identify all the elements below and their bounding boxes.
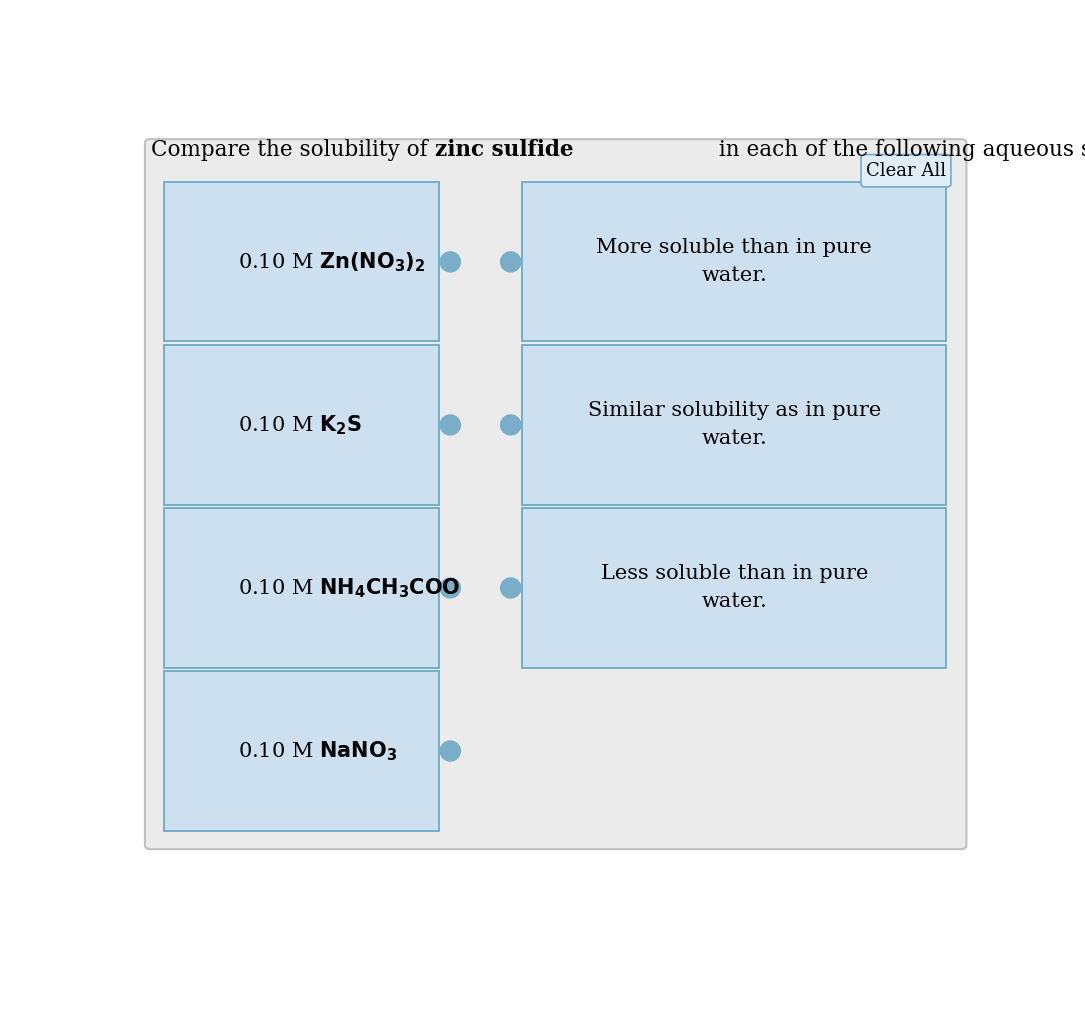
Circle shape [441,578,460,598]
Text: zinc sulfide: zinc sulfide [435,139,573,161]
Circle shape [500,415,521,435]
Text: Compare the solubility of: Compare the solubility of [151,139,435,161]
Text: 0.10 M $\mathbf{K_2S}$: 0.10 M $\mathbf{K_2S}$ [238,413,361,437]
FancyBboxPatch shape [164,671,438,830]
Text: Similar solubility as in pure
water.: Similar solubility as in pure water. [588,402,881,448]
FancyBboxPatch shape [522,345,946,504]
Text: Less soluble than in pure
water.: Less soluble than in pure water. [601,565,868,612]
FancyBboxPatch shape [164,508,438,667]
FancyBboxPatch shape [522,182,946,341]
FancyBboxPatch shape [861,155,950,187]
Circle shape [500,578,521,598]
FancyBboxPatch shape [522,508,946,667]
Text: 0.10 M $\mathbf{NH_4CH_3COO}$: 0.10 M $\mathbf{NH_4CH_3COO}$ [238,576,460,600]
Text: Clear All: Clear All [866,162,946,179]
Circle shape [441,252,460,272]
Text: More soluble than in pure
water.: More soluble than in pure water. [597,239,872,285]
FancyBboxPatch shape [145,139,967,849]
FancyBboxPatch shape [164,182,438,341]
FancyBboxPatch shape [164,345,438,504]
Text: 0.10 M $\mathbf{NaNO_3}$: 0.10 M $\mathbf{NaNO_3}$ [238,739,397,763]
Circle shape [441,415,460,435]
Text: in each of the following aqueous solutions:: in each of the following aqueous solutio… [712,139,1085,161]
Circle shape [441,741,460,761]
Circle shape [500,252,521,272]
Text: 0.10 M $\mathbf{Zn(NO_3)_2}$: 0.10 M $\mathbf{Zn(NO_3)_2}$ [238,250,425,274]
